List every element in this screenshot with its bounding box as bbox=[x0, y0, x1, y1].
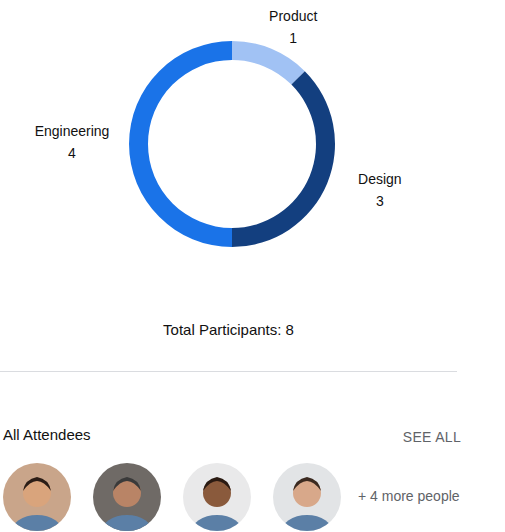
svg-text:1: 1 bbox=[289, 30, 297, 46]
svg-text:Product: Product bbox=[269, 8, 317, 24]
html-text:All Attendees: All Attendees bbox=[3, 426, 91, 443]
html-text:Total Participants: 8: Total Participants: 8 bbox=[163, 321, 294, 338]
svg-text:Design: Design bbox=[358, 171, 402, 187]
html-text:SEE ALL: SEE ALL bbox=[402, 429, 461, 445]
svg-text:4: 4 bbox=[68, 145, 76, 161]
svg-text:Engineering: Engineering bbox=[35, 123, 110, 139]
svg-text:3: 3 bbox=[376, 193, 384, 209]
html-text:+ 4 more people: + 4 more people bbox=[358, 488, 460, 504]
